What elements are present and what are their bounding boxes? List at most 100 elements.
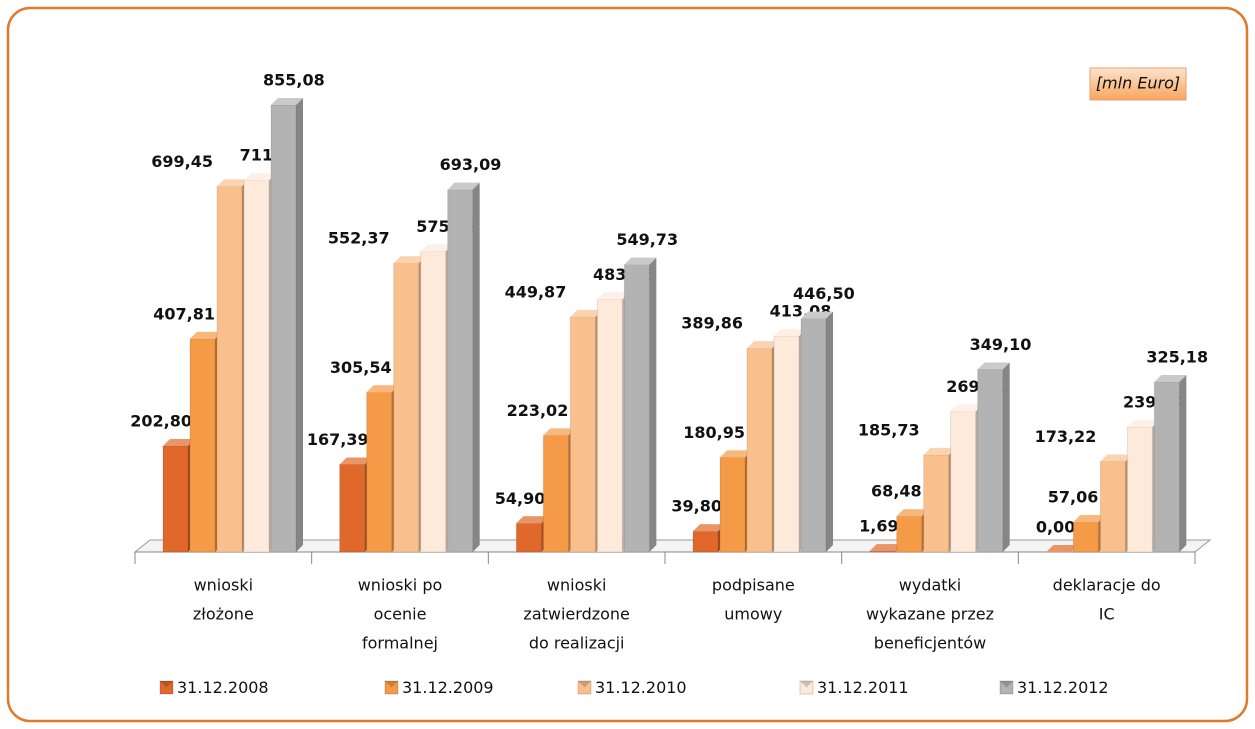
value-label: 305,54: [330, 358, 392, 377]
bar-top-shade: [1127, 420, 1160, 428]
bar-side-shade: [1002, 362, 1010, 552]
legend-label: 31.12.2010: [595, 678, 687, 697]
bar-top-shade: [801, 311, 833, 319]
bar-front: [1126, 426, 1153, 553]
x-tick-label: wnioski: [547, 576, 607, 595]
bar-side: [649, 257, 657, 552]
bar-top-shade: [339, 457, 372, 465]
bar-top-shade: [869, 544, 902, 552]
x-tick-label: wnioski po: [358, 576, 443, 595]
bar-side: [472, 182, 480, 552]
bar-top: [190, 331, 222, 339]
bar: [1153, 375, 1187, 553]
value-label: 389,86: [681, 314, 743, 333]
bar-side: [826, 311, 833, 552]
bar-top-shade: [190, 331, 222, 339]
x-tick-label: IC: [1099, 605, 1115, 624]
bar-top: [693, 524, 725, 532]
bar-top: [543, 428, 576, 436]
value-label: 223,02: [507, 401, 569, 420]
value-label: 54,90: [495, 489, 546, 508]
value-label: 0,00: [1036, 518, 1075, 537]
x-tick-label: deklaracje do: [1053, 576, 1161, 595]
bar-top: [869, 544, 902, 552]
bar-top-shade: [896, 509, 929, 517]
x-tick-label: umowy: [724, 605, 782, 624]
value-label: 173,22: [1035, 427, 1097, 446]
bar-side-shade: [296, 98, 303, 552]
bar-side: [1179, 375, 1187, 552]
value-label: 180,95: [683, 423, 745, 442]
x-tick-label: ocenie: [374, 605, 427, 624]
bar-top: [774, 329, 806, 337]
bar: [420, 244, 453, 553]
bar: [800, 311, 833, 553]
bar-front: [162, 445, 189, 553]
bar-front: [270, 104, 297, 553]
bar-top-shade: [720, 450, 752, 458]
bar: [1046, 545, 1079, 552]
bar-top-shade: [516, 516, 549, 524]
bar-front: [719, 456, 746, 553]
bar-side-shade: [826, 311, 833, 552]
bar-top-shade: [543, 428, 576, 436]
legend-swatch-shade: [800, 681, 813, 688]
value-label: 549,73: [616, 230, 678, 249]
bar-top-shade: [624, 257, 657, 265]
bar-top: [271, 98, 303, 105]
bar-front: [923, 454, 950, 553]
value-label: 693,09: [440, 155, 502, 174]
bar-front: [393, 262, 420, 553]
value-label: 349,10: [970, 335, 1032, 354]
bar-top: [923, 447, 956, 455]
unit-note: [mln Euro]: [1096, 74, 1180, 93]
bar-front: [1153, 381, 1180, 553]
bar-front: [1072, 521, 1099, 553]
legend-swatch: [159, 680, 174, 695]
bar-front: [869, 550, 896, 553]
bar-front: [420, 250, 447, 553]
bar-top: [339, 457, 372, 465]
bar-front: [366, 391, 393, 553]
bar-front: [692, 530, 719, 553]
bar-top: [747, 341, 779, 349]
bar: [270, 98, 303, 553]
bar-front: [569, 316, 596, 553]
bar-front: [773, 335, 800, 553]
legend-swatch: [799, 680, 814, 695]
bar-front: [1099, 460, 1126, 553]
bar-front: [896, 515, 923, 553]
bar-top: [1127, 420, 1160, 428]
bar-front: [746, 347, 773, 553]
bar-top: [217, 179, 249, 187]
bar-front: [216, 185, 243, 553]
legend-swatch-shade: [578, 681, 591, 688]
value-label: 202,80: [130, 411, 192, 430]
value-label: 185,73: [858, 420, 920, 439]
x-tick-label: podpisane: [712, 576, 795, 595]
legend-swatch-shade: [385, 681, 398, 688]
bar-side-shade: [472, 182, 480, 552]
bar-front: [800, 318, 827, 553]
bar-top-shade: [950, 404, 983, 412]
legend-swatch-shade: [1000, 681, 1013, 688]
bar-top-shade: [693, 524, 725, 532]
bar-top: [597, 292, 630, 300]
bar-side: [296, 98, 303, 552]
bar-top-shade: [163, 438, 195, 446]
bar-top-shade: [1046, 545, 1079, 552]
bar-front: [596, 298, 623, 553]
bar-top: [366, 385, 399, 393]
bar-top: [516, 516, 549, 524]
bar-top-shade: [447, 182, 480, 190]
bar-front: [623, 264, 650, 553]
bar-top-shade: [977, 362, 1010, 370]
value-label: 855,08: [263, 71, 325, 90]
value-label: 1,69: [859, 517, 898, 536]
value-label: 446,50: [793, 284, 855, 303]
bar-front: [950, 410, 977, 553]
bar-front: [447, 189, 474, 553]
bar-top: [244, 173, 276, 181]
bar-top: [624, 257, 657, 265]
